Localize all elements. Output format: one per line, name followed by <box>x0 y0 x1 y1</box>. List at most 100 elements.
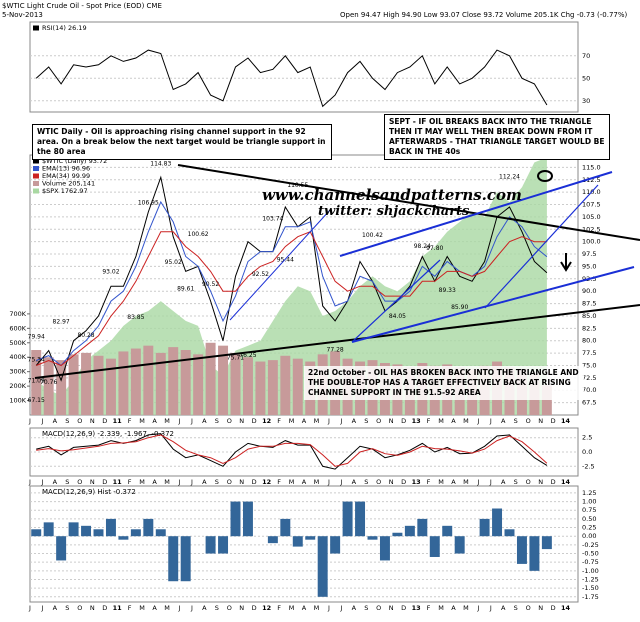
x-tick-label: M <box>463 478 469 486</box>
x-tick-label: M <box>289 604 295 612</box>
x-tick-label: M <box>438 417 444 425</box>
price-label: 79.94 <box>28 334 45 341</box>
y-tick-label: 2.5 <box>582 434 592 442</box>
x-tick-label: S <box>364 604 368 612</box>
y-tick-label: -0.75 <box>582 558 599 566</box>
x-tick-label: M <box>314 478 320 486</box>
x-tick-label: A <box>202 478 207 486</box>
x-tick-label: A <box>202 604 207 612</box>
volume-bar <box>180 350 191 415</box>
note: 22nd October - OIL HAS BROKEN BACK INTO … <box>304 366 584 400</box>
x-tick-label: D <box>551 478 556 486</box>
volume-bar <box>68 354 79 415</box>
x-tick-label: 12 <box>262 604 271 612</box>
x-tick-label: J <box>327 417 330 425</box>
x-tick-label: S <box>65 604 69 612</box>
x-tick-label: O <box>526 478 531 486</box>
price-label: 67.15 <box>28 397 45 404</box>
x-tick-label: A <box>53 604 58 612</box>
trendlines <box>34 164 640 379</box>
x-tick-label: A <box>352 478 357 486</box>
x-tick-label: 11 <box>113 604 123 612</box>
y-tick-label: 70 <box>582 52 590 60</box>
x-tick-label: A <box>302 417 307 425</box>
volume-bar <box>267 360 278 415</box>
line <box>36 231 547 367</box>
x-tick-label: N <box>538 604 543 612</box>
x-tick-label: F <box>128 417 132 425</box>
y-tick-label: 0.50 <box>582 515 596 523</box>
y-tick-label: 105.0 <box>582 213 601 221</box>
y-tick-label: 90.0 <box>582 287 596 295</box>
x-tick-label: J <box>489 604 492 612</box>
price-label: 77.28 <box>327 347 344 354</box>
volume-bar <box>242 357 253 415</box>
bar <box>130 529 141 537</box>
volume-bar <box>130 348 141 415</box>
x-tick-label: F <box>128 604 132 612</box>
symbol: $WTIC Light Crude Oil - Spot Price (EOD)… <box>2 2 162 10</box>
bar <box>367 536 378 540</box>
x-tick-label: O <box>77 417 82 425</box>
x-tick-label: A <box>53 417 58 425</box>
volume-bar <box>93 355 104 415</box>
y-tick-label: -0.25 <box>582 541 599 549</box>
bar <box>143 518 154 537</box>
volume-bar <box>168 347 179 415</box>
x-tick-label: A <box>451 478 456 486</box>
y-tick-label: 0.25 <box>582 524 596 532</box>
bar <box>230 501 241 537</box>
y-tick-label: 1.25 <box>582 489 596 497</box>
volume-bar <box>43 357 54 415</box>
bar <box>454 536 465 554</box>
channel-bottom <box>351 266 635 343</box>
down-arrow <box>560 253 572 272</box>
y-tick-label: 95.0 <box>582 262 596 270</box>
bar <box>479 518 490 537</box>
x-tick-label: S <box>215 604 219 612</box>
x-tick-label: A <box>501 417 506 425</box>
x-tick-label: A <box>501 478 506 486</box>
volume-bar <box>105 358 116 415</box>
y-tick-label: 50 <box>582 74 590 82</box>
legend-entry: EMA(13) 96.96 <box>42 165 90 173</box>
y2-tick-label: 500K <box>9 339 26 347</box>
x-tick-label: A <box>451 417 456 425</box>
x-tick-label: F <box>427 604 431 612</box>
bar <box>218 536 229 554</box>
y-tick-label: 1.00 <box>582 498 596 506</box>
y-tick-label: 82.5 <box>582 324 596 332</box>
y-tick-label: -1.50 <box>582 584 599 592</box>
volume-bar <box>541 385 552 415</box>
bar <box>342 501 353 537</box>
x-tick-label: S <box>364 478 368 486</box>
price-label: 70.76 <box>40 379 57 386</box>
note: SEPT - IF OIL BREAKS BACK INTO THE TRIAN… <box>384 114 610 160</box>
x-tick-label: J <box>40 478 43 486</box>
bar <box>242 501 253 537</box>
x-tick-label: N <box>389 417 394 425</box>
x-tick-label: M <box>438 478 444 486</box>
channel-inner <box>351 259 441 343</box>
y2-tick-label: 200K <box>9 382 26 390</box>
legend-entry: $SPX 1762.97 <box>42 187 88 195</box>
bar <box>31 529 42 537</box>
watermark: twitter: shjackcharts <box>318 204 470 219</box>
x-tick-label: O <box>77 604 82 612</box>
bar <box>355 501 366 537</box>
x-tick-label: N <box>239 417 244 425</box>
x-tick-label: A <box>352 604 357 612</box>
x-tick-label: M <box>463 417 469 425</box>
price-label: 95.44 <box>277 257 294 264</box>
x-tick-label: D <box>401 417 406 425</box>
price-label: 75.34 <box>28 356 45 363</box>
x-tick-label: N <box>389 478 394 486</box>
price-label: 97.80 <box>426 245 443 252</box>
bar <box>417 518 428 537</box>
x-tick-label: N <box>538 478 543 486</box>
bar <box>404 525 415 537</box>
price-label: 98.24 <box>414 243 431 250</box>
x-tick-label: A <box>501 604 506 612</box>
y-tick-label: 67.5 <box>582 399 596 407</box>
line <box>35 49 548 108</box>
